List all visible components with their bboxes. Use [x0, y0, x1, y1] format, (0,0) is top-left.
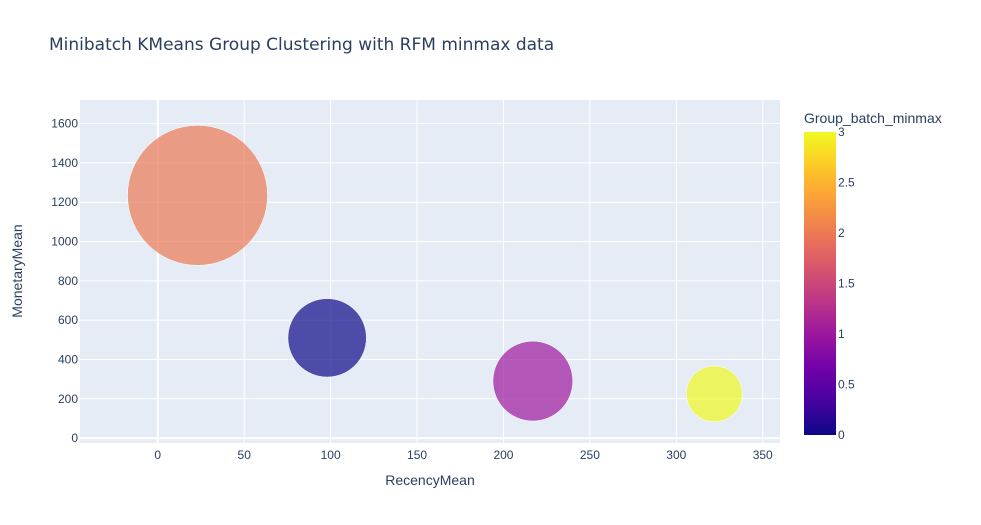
colorbar	[804, 132, 836, 435]
y-tick-label: 400	[58, 352, 78, 366]
colorbar-tick-label: 1	[838, 327, 845, 341]
y-tick-label: 1600	[51, 117, 78, 131]
colorbar-tick-label: 1.5	[838, 277, 855, 291]
y-tick-label: 0	[71, 431, 78, 445]
bubble-group-1[interactable]	[492, 340, 573, 422]
x-tick-label: 200	[493, 448, 513, 462]
x-tick-label: 0	[154, 448, 161, 462]
x-tick-label: 100	[321, 448, 341, 462]
y-axis-title: MonetaryMean	[9, 224, 25, 317]
y-tick-label: 200	[58, 392, 78, 406]
bubble-group-3[interactable]	[686, 365, 743, 423]
y-tick-label: 1400	[51, 156, 78, 170]
colorbar-tick-label: 3	[838, 125, 845, 139]
x-tick-label: 50	[238, 448, 252, 462]
x-tick-label: 150	[407, 448, 427, 462]
colorbar-tick-label: 2.5	[838, 176, 855, 190]
x-tick-label: 350	[753, 448, 773, 462]
y-tick-label: 1200	[51, 195, 78, 209]
chart-title: Minibatch KMeans Group Clustering with R…	[49, 35, 554, 55]
y-tick-label: 1000	[51, 235, 78, 249]
bubble-group-0[interactable]	[287, 298, 367, 378]
colorbar-tick-label: 0	[838, 428, 845, 442]
x-tick-label: 300	[666, 448, 686, 462]
colorbar-tick-label: 0.5	[838, 378, 855, 392]
bubble-group-2[interactable]	[127, 125, 268, 266]
x-tick-label: 250	[580, 448, 600, 462]
y-tick-label: 600	[58, 313, 78, 327]
colorbar-tick-label: 2	[838, 226, 845, 240]
colorbar-title: Group_batch_minmax	[804, 110, 942, 126]
x-axis-title: RecencyMean	[385, 472, 475, 488]
y-tick-label: 800	[58, 274, 78, 288]
